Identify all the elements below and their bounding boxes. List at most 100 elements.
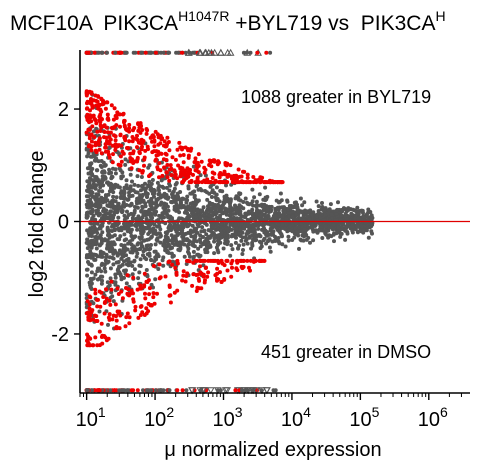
scatter-point-nonsig bbox=[237, 243, 241, 248]
scatter-point-nonsig bbox=[353, 216, 357, 221]
scatter-point-sig-down bbox=[213, 273, 218, 278]
scatter-point-sig-down bbox=[113, 302, 118, 307]
scatter-point-nonsig bbox=[174, 229, 179, 233]
scatter-point-nonsig bbox=[160, 258, 165, 263]
scatter-point-nonsig bbox=[111, 190, 116, 195]
scatter-point-sig-up bbox=[103, 145, 108, 150]
capped-point-down bbox=[135, 388, 140, 393]
scatter-point-nonsig bbox=[320, 201, 324, 205]
scatter-point-nonsig bbox=[161, 243, 166, 248]
scatter-point-sig-up bbox=[97, 147, 102, 152]
scatter-point-sig-up bbox=[258, 180, 263, 185]
scatter-point-sig-down bbox=[225, 268, 230, 273]
scatter-point-sig-down bbox=[92, 313, 97, 318]
scatter-point-nonsig bbox=[149, 235, 153, 240]
capped-point-up bbox=[133, 50, 138, 55]
scatter-point-nonsig bbox=[86, 171, 91, 176]
scatter-point-sig-up bbox=[251, 175, 256, 179]
scatter-point-sig-down bbox=[116, 292, 121, 296]
scatter-point-sig-down bbox=[88, 313, 93, 318]
scatter-point-sig-up bbox=[263, 180, 268, 185]
capped-point-up bbox=[268, 50, 273, 55]
scatter-point-sig-up bbox=[109, 103, 114, 108]
scatter-point-nonsig bbox=[324, 228, 329, 233]
scatter-point-nonsig bbox=[209, 195, 214, 199]
scatter-point-nonsig bbox=[97, 309, 102, 314]
scatter-point-nonsig bbox=[84, 240, 89, 245]
scatter-point-nonsig bbox=[122, 275, 126, 280]
scatter-point-nonsig bbox=[254, 212, 259, 217]
scatter-point-sig-down bbox=[157, 276, 162, 281]
scatter-point-nonsig bbox=[185, 207, 190, 212]
scatter-point-sig-down bbox=[86, 340, 91, 345]
scatter-point-nonsig bbox=[240, 230, 245, 235]
scatter-point-nonsig bbox=[119, 209, 124, 214]
scatter-point-sig-down bbox=[252, 258, 257, 263]
scatter-point-nonsig bbox=[100, 189, 105, 194]
x-tick-label: 104 bbox=[281, 404, 311, 431]
scatter-point-sig-up bbox=[91, 114, 96, 119]
scatter-point-nonsig bbox=[156, 196, 161, 201]
scatter-point-sig-down bbox=[216, 277, 221, 282]
scatter-point-nonsig bbox=[108, 266, 113, 271]
scatter-point-nonsig bbox=[145, 237, 150, 242]
scatter-point-sig-down bbox=[230, 265, 234, 270]
scatter-point-nonsig bbox=[90, 207, 95, 212]
scatter-point-sig-down bbox=[124, 315, 129, 320]
capped-point-down bbox=[239, 388, 244, 393]
scatter-point-nonsig bbox=[221, 203, 225, 208]
scatter-point-nonsig bbox=[156, 192, 161, 197]
scatter-point-sig-up bbox=[104, 125, 109, 130]
scatter-point-nonsig bbox=[249, 223, 254, 228]
scatter-point-nonsig bbox=[165, 250, 170, 255]
scatter-point-sig-up bbox=[90, 124, 95, 129]
capped-point-up bbox=[99, 50, 104, 55]
scatter-point-nonsig bbox=[116, 215, 121, 220]
capped-point-up bbox=[105, 50, 109, 55]
scatter-point-nonsig bbox=[251, 237, 255, 242]
scatter-point-nonsig bbox=[299, 210, 304, 214]
scatter-point-nonsig bbox=[101, 197, 106, 201]
capped-point-up bbox=[84, 50, 89, 55]
scatter-point-nonsig bbox=[314, 214, 319, 219]
scatter-point-nonsig bbox=[214, 192, 219, 197]
scatter-point-nonsig bbox=[159, 200, 164, 205]
scatter-point-nonsig bbox=[90, 194, 95, 199]
scatter-point-sig-up bbox=[135, 145, 139, 150]
scatter-point-sig-down bbox=[97, 329, 102, 334]
scatter-point-nonsig bbox=[177, 248, 182, 253]
scatter-point-nonsig bbox=[135, 201, 139, 206]
scatter-point-sig-down bbox=[196, 276, 201, 281]
capped-point-down bbox=[131, 388, 136, 393]
capped-point-up bbox=[192, 50, 197, 55]
scatter-point-nonsig bbox=[135, 242, 140, 247]
scatter-point-nonsig bbox=[350, 228, 355, 233]
scatter-point-nonsig bbox=[212, 251, 217, 256]
scatter-point-sig-up bbox=[105, 100, 110, 105]
scatter-point-nonsig bbox=[91, 301, 96, 306]
scatter-point-sig-up bbox=[168, 163, 173, 168]
scatter-point-nonsig bbox=[110, 217, 115, 222]
scatter-point-nonsig bbox=[150, 178, 155, 182]
scatter-point-nonsig bbox=[132, 245, 137, 250]
scatter-point-sig-up bbox=[160, 173, 165, 178]
capped-point-up bbox=[244, 50, 249, 55]
scatter-point-sig-up bbox=[122, 123, 127, 128]
scatter-point-nonsig bbox=[239, 222, 244, 226]
scatter-point-nonsig bbox=[284, 217, 289, 222]
scatter-point-nonsig bbox=[191, 249, 196, 254]
scatter-point-sig-down bbox=[129, 288, 134, 293]
scatter-point-sig-down bbox=[257, 258, 262, 263]
scatter-point-sig-down bbox=[139, 304, 144, 309]
scatter-point-nonsig bbox=[98, 243, 103, 248]
scatter-point-nonsig bbox=[302, 234, 307, 239]
scatter-point-sig-up bbox=[122, 135, 127, 140]
scatter-point-nonsig bbox=[194, 239, 199, 244]
scatter-point-sig-down bbox=[138, 283, 143, 288]
scatter-point-nonsig bbox=[280, 214, 285, 219]
scatter-point-nonsig bbox=[111, 262, 116, 267]
scatter-point-nonsig bbox=[339, 213, 344, 218]
scatter-point-sig-up bbox=[193, 156, 198, 161]
scatter-point-sig-down bbox=[142, 283, 147, 288]
scatter-point-nonsig bbox=[280, 222, 285, 227]
